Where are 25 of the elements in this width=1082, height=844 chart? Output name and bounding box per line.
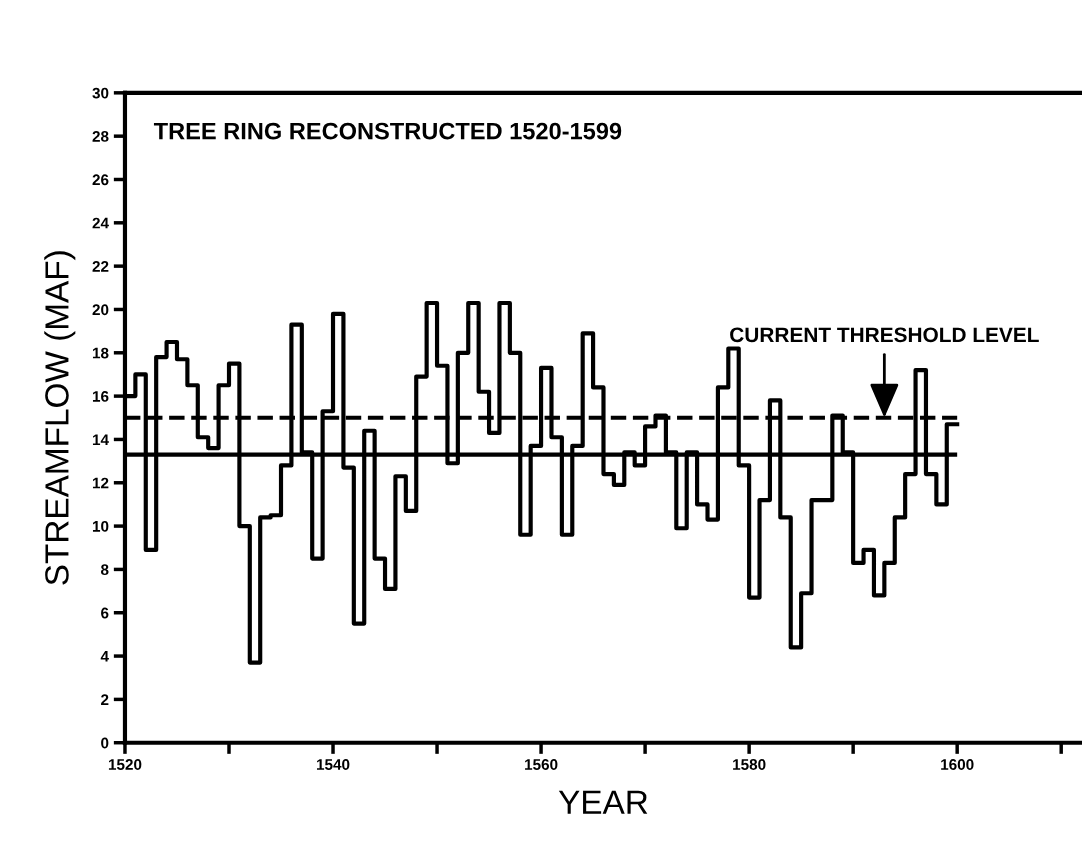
y-tick-label: 22 <box>92 261 109 272</box>
annotation: CURRENT THRESHOLD LEVEL <box>730 327 1039 343</box>
y-tick-label: 4 <box>100 651 109 662</box>
y-tick-label: 2 <box>101 694 109 705</box>
y-tick-label: 18 <box>92 347 109 359</box>
x-tick-label: 1580 <box>733 759 766 770</box>
y-tick-label: 30 <box>92 87 109 99</box>
y-tick-label: 12 <box>92 477 109 489</box>
y-tick-label: 24 <box>92 217 109 229</box>
y-tick-label: 14 <box>92 434 109 445</box>
y-axis-title: STREAMFLOW (MAF) <box>44 251 76 585</box>
y-tick-label: 0 <box>101 737 109 749</box>
y-tick-label: 28 <box>92 131 109 142</box>
x-tick-label: 1560 <box>525 759 558 770</box>
x-axis-title: YEAR <box>558 790 648 814</box>
x-tick-label: 1600 <box>941 759 974 770</box>
x-tick-label: 1520 <box>108 759 142 770</box>
y-tick-label: 16 <box>92 390 109 402</box>
y-tick-label: 20 <box>92 304 109 316</box>
y-tick-label: 8 <box>100 564 109 576</box>
y-tick-label: 6 <box>101 607 109 619</box>
y-tick-label: 10 <box>92 520 109 532</box>
y-tick-label: 26 <box>92 174 109 186</box>
x-tick-label: 1540 <box>316 759 350 770</box>
text: TREE RING RECONSTRUCTED 1520-1599 <box>153 122 622 140</box>
